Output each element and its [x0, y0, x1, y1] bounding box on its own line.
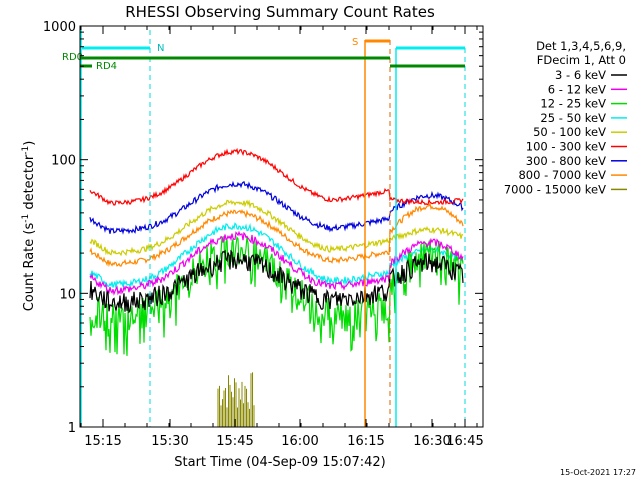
legend-entry-2: 12 - 25 keV [540, 97, 606, 111]
y-tick-label-1: 10 [59, 287, 76, 302]
x-tick-label-6: 16:45 [446, 434, 483, 449]
legend-entry-7: 800 - 7000 keV [518, 168, 606, 182]
legend-entry-4: 50 - 100 keV [533, 125, 606, 139]
legend-entry-6: 300 - 800 keV [526, 154, 606, 168]
series-line-7 [89, 201, 464, 268]
legend-entry-0: 3 - 6 keV [555, 68, 606, 82]
rd4-label: RD4 [96, 61, 117, 72]
y-axis-title-a: Count Rate (s [22, 223, 37, 312]
legend-header-1: Det 1,3,4,5,6,9, [536, 39, 626, 53]
x-axis-title: Start Time (04-Sep-09 15:07:42) [174, 455, 385, 470]
series-line-1 [89, 230, 464, 296]
y-axis-title-sup2: -1 [21, 146, 31, 155]
series-layer [89, 147, 464, 427]
legend-entry-5: 100 - 300 keV [526, 140, 606, 154]
legend-entry-3: 25 - 50 keV [540, 111, 606, 125]
series-line-3 [89, 222, 464, 289]
y-tick-label-2: 100 [51, 154, 76, 169]
series-line-0 [89, 249, 464, 314]
legend-entry-1: 6 - 12 keV [548, 82, 606, 96]
y-tick-label-0: 1 [68, 421, 76, 436]
y-axis-title-sup1: -1 [21, 214, 31, 223]
saa-label: S [352, 37, 358, 48]
chart-title: RHESSI Observing Summary Count Rates [125, 3, 435, 21]
x-tick-label-4: 16:15 [347, 434, 384, 449]
y-tick-label-3: 1000 [43, 20, 76, 35]
legend-header-2: FDecim 1, Att 0 [537, 53, 626, 67]
y-axis-title-c: ) [22, 141, 37, 146]
rd0-label: RD0 [62, 52, 83, 63]
series-line-8 [217, 372, 255, 427]
series-line-5 [89, 147, 464, 206]
legend-entry-8: 7000 - 15000 keV [504, 182, 606, 196]
night-label: N [157, 43, 164, 54]
y-axis-title: Count Rate (s-1 detector-1) [21, 141, 37, 312]
legend: Det 1,3,4,5,6,9, FDecim 1, Att 0 3 - 6 k… [504, 39, 627, 196]
x-tick-label-0: 15:15 [84, 434, 121, 449]
x-tick-label-2: 15:45 [216, 434, 253, 449]
series-line-4 [89, 199, 464, 257]
footer-date: 15-Oct-2021 17:27 [560, 468, 636, 477]
x-tick-label-5: 16:30 [413, 434, 450, 449]
x-tick-label-3: 16:00 [281, 434, 318, 449]
y-axis-title-b: detector [22, 154, 37, 214]
series-line-6 [89, 180, 464, 235]
x-tick-label-1: 15:30 [151, 434, 188, 449]
plot-frame [79, 25, 484, 428]
